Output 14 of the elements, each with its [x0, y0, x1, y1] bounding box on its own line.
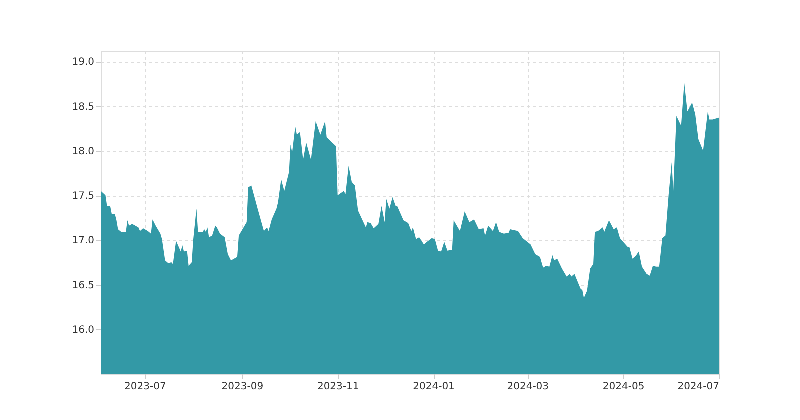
x-tick-label: 2024-05	[602, 382, 645, 392]
y-tick-label: 16.0	[72, 324, 94, 336]
y-tick-label: 18.5	[72, 102, 94, 113]
y-tick-label: 16.5	[72, 280, 94, 292]
x-tick-label: 2024-03	[507, 382, 550, 392]
y-tick-label: 19.0	[72, 57, 94, 68]
x-tick-label: 2023-11	[317, 382, 360, 392]
y-tick-label: 17.0	[72, 236, 94, 247]
x-tick-label: 2023-09	[222, 382, 264, 392]
x-tick-label: 2024-07	[678, 382, 720, 392]
y-tick-label: 18.0	[72, 146, 94, 158]
x-tick-label: 2023-07	[124, 382, 166, 392]
y-tick-label: 17.5	[72, 191, 94, 202]
x-tick-label: 2024-01	[413, 382, 455, 392]
